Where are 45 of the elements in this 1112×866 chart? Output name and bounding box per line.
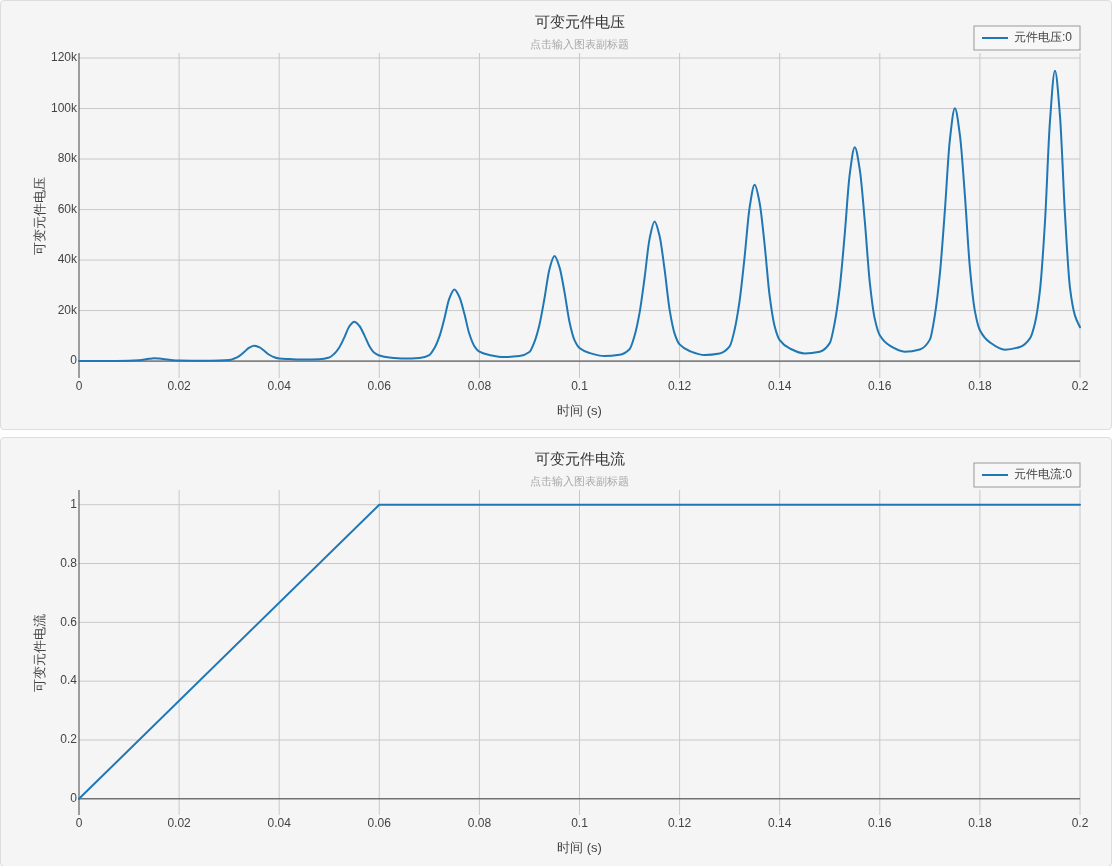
x-axis-title: 时间 (s) (557, 840, 602, 856)
x-tick-label: 0.1 (571, 816, 589, 831)
x-tick-label: 0.04 (267, 816, 292, 831)
y-tick-label: 1 (70, 496, 78, 511)
y-tick-label: 0.6 (60, 614, 78, 629)
x-tick-label: 0.02 (167, 816, 192, 831)
x-tick-label: 0.16 (868, 379, 892, 394)
y-axis-title: 可变元件电流 (32, 613, 48, 692)
y-tick-label: 60k (57, 201, 78, 216)
y-tick-label: 100k (50, 100, 78, 115)
y-tick-label: 80k (57, 151, 78, 166)
x-tick-label: 0.2 (1071, 816, 1089, 831)
y-tick-label: 0 (70, 353, 78, 368)
x-tick-label: 0.1 (571, 379, 589, 394)
y-tick-label: 0.4 (60, 673, 78, 688)
y-tick-label: 0.8 (60, 555, 78, 570)
legend-label: 元件电压:0 (1013, 30, 1073, 45)
y-tick-label: 40k (57, 252, 78, 267)
y-axis-title: 可变元件电压 (32, 176, 48, 255)
x-tick-label: 0.14 (768, 379, 792, 394)
x-tick-label: 0.14 (768, 816, 792, 831)
x-tick-label: 0.08 (467, 379, 492, 394)
chart-subtitle: 点击输入图表副标题 (530, 37, 629, 50)
y-tick-label: 120k (50, 50, 78, 65)
x-tick-label: 0.12 (667, 379, 692, 394)
legend-label: 元件电流:0 (1013, 467, 1073, 482)
x-tick-label: 0.18 (968, 379, 992, 394)
y-tick-label: 0 (70, 791, 78, 805)
x-tick-label: 0.06 (367, 816, 392, 831)
x-tick-label: 0.12 (667, 816, 692, 831)
x-tick-label: 0.02 (167, 379, 192, 394)
chart-subtitle: 点击输入图表副标题 (530, 474, 629, 487)
legend: 元件电流:0 (973, 462, 1081, 488)
x-axis-title: 时间 (s) (557, 403, 602, 419)
chart-title: 可变元件电流 (534, 449, 625, 467)
x-tick-label: 0.18 (968, 816, 992, 831)
legend: 元件电压:0 (973, 25, 1081, 51)
y-tick-label: 0.2 (60, 732, 78, 747)
x-tick-label: 0.16 (868, 816, 892, 831)
chart-title: 可变元件电压 (534, 12, 625, 30)
x-tick-label: 0.04 (267, 379, 292, 394)
x-tick-label: 0.08 (467, 816, 492, 831)
x-tick-label: 0.06 (367, 379, 392, 394)
x-tick-label: 0.2 (1071, 379, 1089, 394)
y-tick-label: 20k (57, 302, 78, 317)
